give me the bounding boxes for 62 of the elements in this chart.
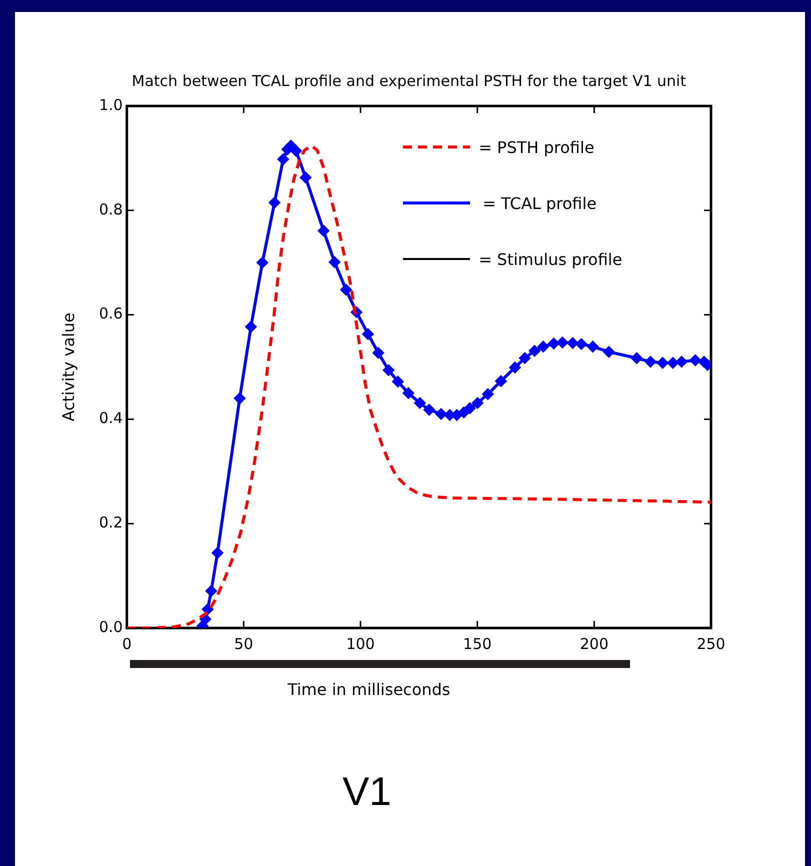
point (509, 362, 520, 374)
point (587, 341, 598, 352)
y-tick-label: 1.0 (98, 96, 123, 114)
point (464, 402, 476, 414)
x-tick-label: 150 (463, 634, 492, 653)
point (603, 346, 614, 358)
point (256, 257, 268, 268)
x-tick-label: 50 (234, 634, 254, 653)
x-tick-label: 250 (696, 634, 726, 653)
point (424, 404, 435, 416)
point (318, 225, 330, 236)
point (631, 352, 642, 364)
point (482, 388, 494, 400)
y-tick-label: 0.6 (98, 304, 123, 323)
x-tick-label: 100 (346, 634, 375, 653)
point (362, 328, 374, 340)
x-tick-label: 200 (580, 634, 608, 653)
point (538, 341, 549, 352)
x-axis-title: Time in milliseconds (286, 680, 450, 699)
point (690, 354, 701, 366)
y-tick-label: 0.8 (98, 200, 123, 218)
point (567, 337, 578, 348)
x-tick-label: 0 (122, 634, 132, 653)
point (372, 347, 384, 358)
y-tick-label: 0.4 (98, 409, 123, 428)
annotation: = Stimulus profile (478, 250, 622, 268)
point (458, 406, 470, 418)
point (206, 585, 217, 596)
point (200, 614, 211, 625)
point (556, 336, 568, 348)
point (414, 398, 426, 409)
y-tick-label: 0.0 (98, 618, 123, 636)
point (245, 321, 256, 332)
point (402, 388, 414, 399)
point (657, 357, 668, 368)
point (290, 145, 302, 156)
point (576, 338, 587, 350)
point (667, 357, 678, 368)
point (202, 604, 214, 615)
point (300, 172, 312, 184)
point (495, 376, 506, 387)
point (548, 338, 560, 350)
point (644, 356, 656, 368)
legend-label: = TCAL profile (482, 194, 597, 212)
y-tick-label: 0.2 (98, 513, 123, 532)
point (392, 376, 404, 388)
point (212, 547, 224, 558)
point (383, 364, 394, 376)
point (278, 154, 289, 165)
point (340, 284, 352, 296)
point (676, 356, 688, 368)
point (529, 345, 540, 356)
point (234, 392, 246, 404)
text: V1 (342, 770, 392, 814)
chart-title: Match between TCAL profile and experimental PSTH for the target V1 unit (132, 72, 686, 90)
point (269, 197, 280, 208)
point (436, 408, 447, 420)
y-axis-title: Activity value (58, 312, 78, 422)
legend-label: = PSTH profile (478, 138, 594, 156)
point (472, 398, 484, 409)
point (329, 256, 340, 268)
point (519, 352, 530, 364)
